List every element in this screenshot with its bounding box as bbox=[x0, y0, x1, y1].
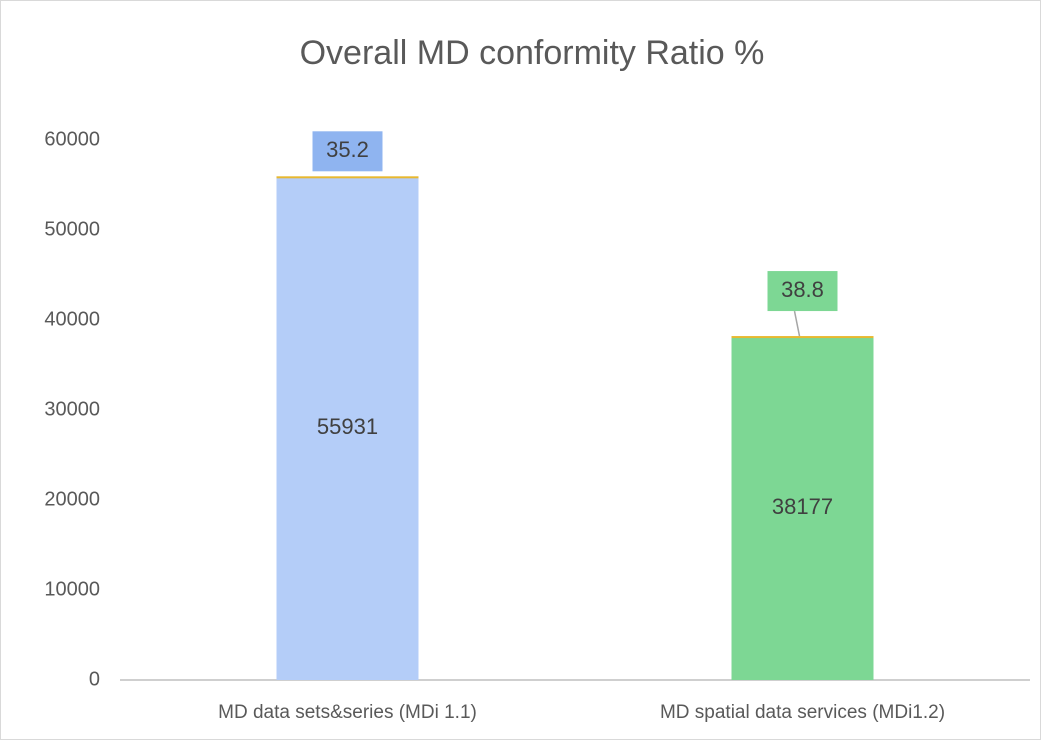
y-tick-label: 30000 bbox=[44, 398, 100, 420]
data-label: 38177 bbox=[772, 494, 833, 519]
y-tick-label: 0 bbox=[89, 668, 100, 690]
leader-line bbox=[793, 310, 801, 337]
data-label: 38.8 bbox=[781, 277, 824, 302]
y-tick-label: 50000 bbox=[44, 218, 100, 240]
y-tick-label: 20000 bbox=[44, 488, 100, 510]
data-label-box bbox=[312, 131, 383, 172]
data-label: 55931 bbox=[317, 414, 378, 439]
bar-segment bbox=[276, 176, 419, 680]
x-tick-label: MD data sets&series (MDi 1.1) bbox=[218, 702, 477, 723]
bar-segment bbox=[731, 336, 874, 339]
y-tick-label: 10000 bbox=[44, 578, 100, 600]
bar-segment bbox=[276, 176, 419, 179]
y-tick-label: 40000 bbox=[44, 308, 100, 330]
data-label: 35.2 bbox=[326, 137, 369, 162]
bar-segment bbox=[731, 336, 874, 680]
x-tick-label: MD spatial data services (MDi1.2) bbox=[660, 702, 945, 723]
y-tick-label: 60000 bbox=[44, 128, 100, 150]
data-label-box bbox=[767, 271, 838, 312]
chart-title: Overall MD conformity Ratio % bbox=[300, 34, 765, 72]
